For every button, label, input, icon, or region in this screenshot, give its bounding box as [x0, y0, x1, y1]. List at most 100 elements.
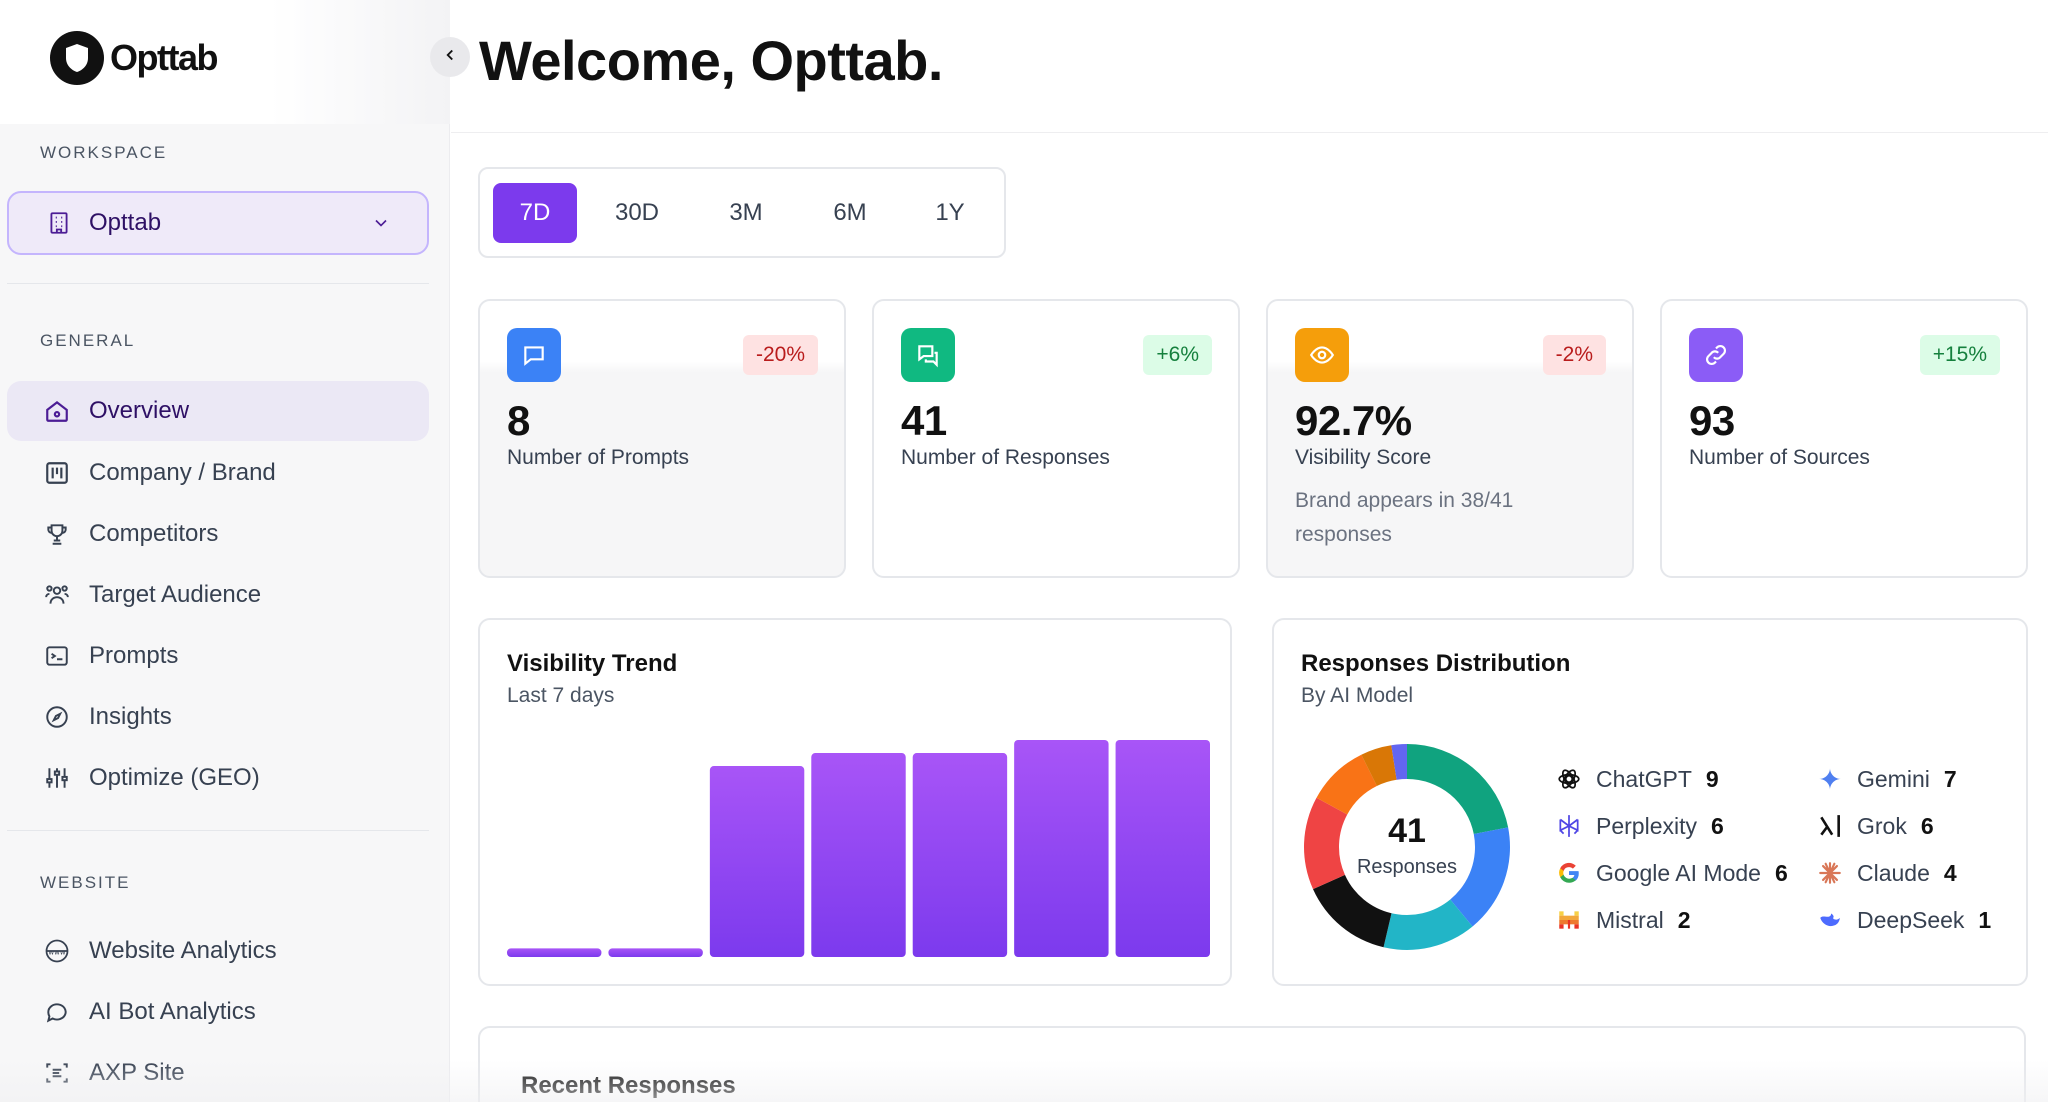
responses-distribution-panel: Responses Distribution By AI Model 41 Re… [1272, 618, 2028, 986]
stat-card-prompts[interactable]: -20% 8 Number of Prompts [478, 299, 846, 578]
trend-bar[interactable] [1115, 740, 1210, 957]
trend-bar[interactable] [709, 766, 805, 957]
sidebar-item-ai-bot-analytics[interactable]: AI Bot Analytics [7, 982, 429, 1042]
range-30d-button[interactable]: 30D [614, 199, 660, 226]
collapse-sidebar-button[interactable] [430, 37, 470, 77]
gemini-icon [1815, 764, 1845, 794]
donut-slice-mistral[interactable] [1361, 745, 1397, 787]
sidebar-divider [7, 283, 429, 284]
sidebar: Opttab WORKSPACE Opttab GENERAL Overview… [0, 0, 450, 1102]
range-3m-button[interactable]: 3M [729, 199, 763, 226]
compass-icon [43, 703, 71, 731]
stat-label: Visibility Score [1295, 446, 1432, 469]
legend-item-chatgpt[interactable]: ChatGPT 9 [1554, 764, 1719, 794]
legend-count: 7 [1943, 765, 1957, 792]
range-1y-button[interactable]: 1Y [935, 199, 965, 226]
legend-item-perplexity[interactable]: Perplexity 6 [1554, 811, 1724, 841]
sidebar-item-insights[interactable]: Insights [7, 687, 429, 747]
stat-card-sources[interactable]: +15% 93 Number of Sources [1660, 299, 2028, 578]
legend-label: Claude [1857, 859, 1930, 886]
workspace-section-label: WORKSPACE [40, 143, 168, 162]
donut-slice-gemini[interactable] [1450, 827, 1510, 927]
panel-subtitle: By AI Model [1301, 684, 1414, 707]
users-icon [43, 581, 71, 609]
eye-icon [1295, 328, 1349, 382]
donut-slice-perplexity[interactable] [1383, 899, 1473, 950]
trend-bar[interactable] [811, 753, 906, 957]
sidebar-divider [7, 830, 429, 831]
trend-bar[interactable] [912, 753, 1008, 957]
stat-card-responses[interactable]: +6% 41 Number of Responses [872, 299, 1240, 578]
change-badge: -2% [1542, 335, 1606, 375]
workspace-name: Opttab [89, 209, 162, 236]
recent-responses-title: Recent Responses [521, 1072, 736, 1099]
sidebar-item-axp-site[interactable]: AXP Site [7, 1043, 429, 1102]
sidebar-item-label: Target Audience [89, 581, 262, 608]
range-6m-button[interactable]: 6M [833, 199, 867, 226]
donut-slice-chatgpt[interactable] [1407, 744, 1509, 835]
legend-label: Grok [1857, 812, 1907, 839]
stat-value: 93 [1689, 397, 1735, 444]
brand-logo[interactable]: Opttab [50, 31, 218, 85]
legend-item-grok[interactable]: Grok 6 [1815, 811, 1934, 841]
sidebar-item-optimize-geo[interactable]: Optimize (GEO) [7, 748, 429, 808]
donut-slice-claude[interactable] [1316, 754, 1377, 815]
legend-item-google-ai-mode[interactable]: Google AI Mode 6 [1554, 858, 1788, 888]
mistral-icon [1554, 905, 1584, 935]
legend-item-deepseek[interactable]: DeepSeek 1 [1815, 905, 1991, 935]
sidebar-item-company-brand[interactable]: Company / Brand [7, 443, 429, 503]
perplexity-icon [1554, 811, 1584, 841]
shield-logo-icon [50, 31, 104, 85]
building-icon [45, 209, 73, 237]
legend-item-gemini[interactable]: Gemini 7 [1815, 764, 1957, 794]
trend-bar[interactable] [1014, 740, 1109, 957]
sidebar-item-label: Optimize (GEO) [89, 764, 260, 791]
chatgpt-icon [1554, 764, 1584, 794]
legend-label: Google AI Mode [1596, 859, 1761, 886]
workspace-select[interactable]: Opttab [7, 191, 429, 255]
brand-name: Opttab [110, 37, 218, 78]
svg-text:www: www [48, 949, 65, 957]
range-7d-button[interactable]: 7D [493, 183, 577, 243]
trophy-icon [43, 520, 71, 548]
page-title: Welcome, Opttab. [479, 29, 943, 92]
legend-label: Perplexity [1596, 812, 1697, 839]
legend-count: 6 [1710, 812, 1724, 839]
sidebar-item-label: Company / Brand [89, 459, 276, 486]
google-icon [1554, 858, 1584, 888]
change-badge: -20% [742, 335, 818, 375]
legend-count: 2 [1677, 906, 1691, 933]
legend-item-mistral[interactable]: Mistral 2 [1554, 905, 1691, 935]
sidebar-item-target-audience[interactable]: Target Audience [7, 565, 429, 625]
stat-label: Number of Responses [901, 446, 1110, 469]
document-scan-icon [43, 1059, 71, 1087]
legend-item-claude[interactable]: Claude 4 [1815, 858, 1957, 888]
trend-bar[interactable] [608, 948, 703, 957]
sidebar-item-competitors[interactable]: Competitors [7, 504, 429, 564]
chevron-left-icon [441, 46, 459, 69]
deepseek-icon [1815, 905, 1845, 935]
sidebar-item-website-analytics[interactable]: www Website Analytics [7, 921, 429, 981]
home-icon [43, 397, 71, 425]
legend-count: 1 [1978, 906, 1992, 933]
sidebar-item-overview[interactable]: Overview [7, 381, 429, 441]
sidebar-item-label: AXP Site [89, 1059, 185, 1086]
visibility-trend-panel: Visibility Trend Last 7 days [478, 618, 1232, 986]
chat-bubble-icon [43, 998, 71, 1026]
grok-icon [1815, 811, 1845, 841]
trend-bar[interactable] [507, 948, 602, 957]
donut-slice-google-ai-mode[interactable] [1304, 797, 1348, 890]
change-badge: +6% [1143, 335, 1212, 375]
sidebar-item-prompts[interactable]: Prompts [7, 626, 429, 686]
stat-value: 92.7% [1295, 397, 1412, 444]
stat-card-visibility[interactable]: -2% 92.7% Visibility Score Brand appears… [1266, 299, 1634, 578]
donut-slice-deepseek[interactable] [1391, 744, 1407, 780]
panel-subtitle: Last 7 days [507, 684, 615, 707]
stat-label: Number of Prompts [507, 446, 690, 469]
link-icon [1689, 328, 1743, 382]
donut-slice-grok[interactable] [1313, 874, 1392, 948]
main-header [451, 0, 2048, 133]
sidebar-item-label: Prompts [89, 642, 179, 669]
panel-title: Responses Distribution [1301, 650, 1571, 677]
donut-total-label: Responses [1356, 856, 1458, 878]
